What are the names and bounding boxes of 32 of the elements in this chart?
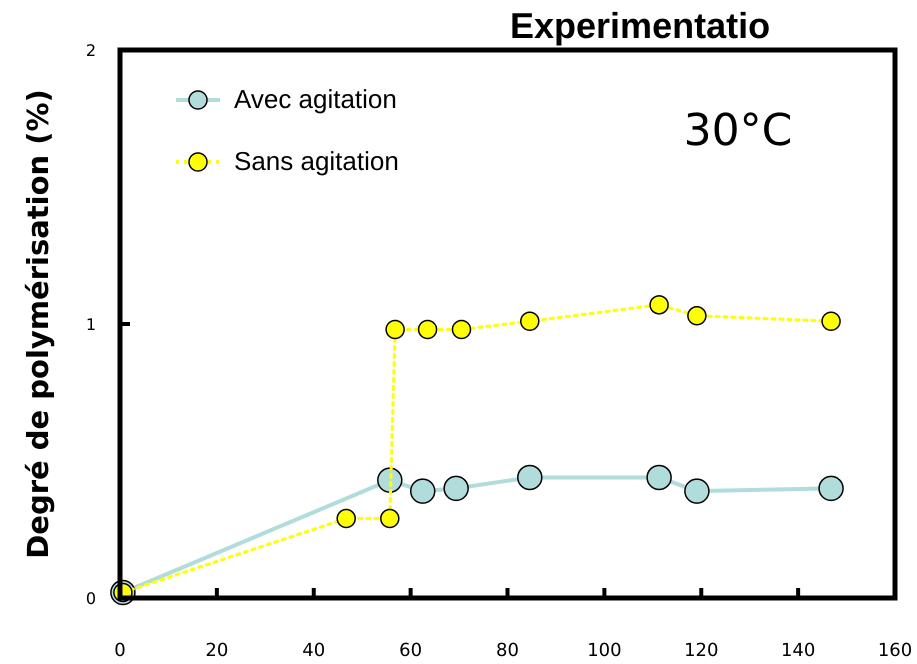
point (443, 476, 469, 502)
y-tick-label: 2 (86, 41, 96, 60)
chart-title: Experimentatio (510, 5, 770, 46)
point (385, 320, 405, 340)
annotation: 30°C (684, 105, 792, 156)
y-tick-label: 1 (86, 315, 96, 334)
point (452, 320, 472, 340)
x-tick-label: 0 (114, 640, 126, 661)
point (649, 295, 669, 315)
x-tick-label: 120 (684, 640, 718, 661)
x-tick-label: 80 (496, 640, 519, 661)
point (818, 476, 844, 502)
point (687, 306, 707, 326)
x-tick-label: 40 (302, 640, 326, 661)
x-tick-label: 100 (587, 640, 622, 661)
legend-label: Sans agitation (234, 146, 399, 176)
point (821, 312, 841, 332)
y-tick-label: 0 (86, 589, 96, 608)
point (517, 464, 543, 490)
legend-label: Avec agitation (234, 84, 397, 114)
point (520, 312, 540, 332)
x-tick-label: 20 (205, 640, 228, 661)
y-axis-title: Degré de polymérisation (%) (21, 89, 55, 559)
point (684, 478, 710, 504)
x-tick-label: 60 (399, 640, 422, 661)
point (646, 464, 672, 490)
point (418, 320, 438, 340)
x-tick-label: 160 (878, 640, 912, 661)
point (380, 508, 400, 528)
point (336, 508, 356, 528)
point (410, 478, 436, 504)
x-tick-label: 140 (780, 640, 816, 661)
